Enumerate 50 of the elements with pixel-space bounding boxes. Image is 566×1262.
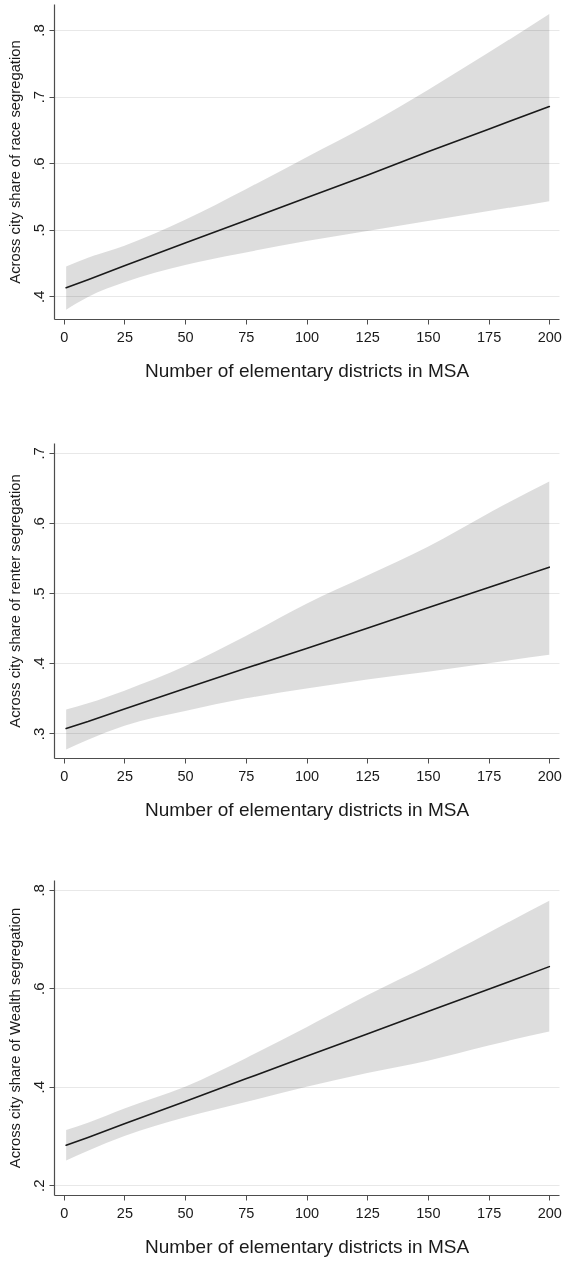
y-tick-label: .6 xyxy=(29,982,47,996)
x-tick-label: 0 xyxy=(60,328,69,345)
x-tick-label: 175 xyxy=(476,1204,502,1221)
x-tick-label: 125 xyxy=(355,1204,380,1221)
x-tick-label: 175 xyxy=(476,328,502,345)
y-tick-label: .2 xyxy=(29,1179,47,1192)
x-tick-label: 100 xyxy=(294,328,320,345)
y-tick-label: .8 xyxy=(29,884,47,897)
x-tick-label: 150 xyxy=(416,328,441,345)
x-tick-label: 0 xyxy=(60,1204,69,1221)
x-tick-label: 200 xyxy=(537,328,562,345)
x-tick-label: 175 xyxy=(476,767,502,784)
x-tick-label: 150 xyxy=(416,1204,441,1221)
x-tick-label: 50 xyxy=(177,1204,194,1221)
y-tick-label: .7 xyxy=(29,90,47,104)
x-axis-title: Number of elementary districts in MSA xyxy=(144,1236,470,1257)
x-tick-label: 50 xyxy=(177,767,194,784)
x-tick-label: 125 xyxy=(355,328,380,345)
y-tick-label: .4 xyxy=(29,1080,47,1094)
x-tick-label: 100 xyxy=(294,767,320,784)
x-tick-label: 75 xyxy=(238,1204,255,1221)
x-tick-label: 25 xyxy=(116,328,133,345)
x-tick-label: 75 xyxy=(238,767,255,784)
line-series xyxy=(65,566,551,730)
y-tick-label: .6 xyxy=(29,157,47,170)
x-tick-label: 25 xyxy=(116,767,133,784)
y-tick-label: .4 xyxy=(29,290,47,304)
x-tick-label: 200 xyxy=(537,767,562,784)
y-tick-label: .5 xyxy=(29,224,47,237)
x-tick-label: 200 xyxy=(537,1204,562,1221)
y-tick-label: .6 xyxy=(29,517,47,530)
x-tick-label: 0 xyxy=(60,767,69,784)
line-series xyxy=(65,965,551,1147)
y-axis-title: Across city share of renter segregation xyxy=(6,474,23,728)
line-series xyxy=(65,105,551,289)
x-tick-label: 50 xyxy=(177,328,194,345)
y-axis-title: Across city share of race segregation xyxy=(6,40,23,284)
y-tick-label: .4 xyxy=(29,657,47,671)
y-axis-title: Across city share of Wealth segregation xyxy=(6,907,23,1169)
y-tick-label: .3 xyxy=(29,727,47,741)
x-tick-label: 75 xyxy=(238,328,255,345)
x-tick-label: 100 xyxy=(294,1204,320,1221)
x-tick-label: 125 xyxy=(355,767,380,784)
x-axis-title: Number of elementary districts in MSA xyxy=(144,799,470,820)
y-tick-label: .8 xyxy=(29,24,47,37)
x-tick-label: 150 xyxy=(416,767,441,784)
y-tick-label: .7 xyxy=(29,447,47,460)
x-tick-label: 25 xyxy=(116,1204,133,1221)
x-axis-title: Number of elementary districts in MSA xyxy=(144,360,470,381)
y-tick-label: .5 xyxy=(29,587,47,600)
